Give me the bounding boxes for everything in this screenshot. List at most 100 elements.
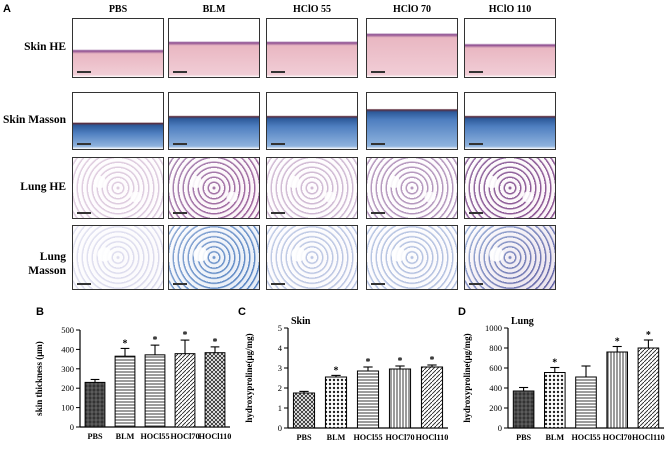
bar-hocl55 — [356, 370, 380, 429]
y-tick-label: 3 — [278, 363, 282, 373]
chart-d-lung-hydroxyproline: 0 200 400 600 800 1000 hydroxyproline(μg/mg) Lu… — [462, 316, 665, 442]
scale-bar — [173, 143, 187, 145]
scale-bar — [371, 283, 385, 285]
x-tick-label-blm: BLM — [116, 432, 135, 441]
histology-image-lung-he-pbs — [72, 157, 164, 219]
scale-bar — [371, 212, 385, 214]
column-header-hclo-55: HClO 55 — [292, 4, 332, 15]
y-tick-label: 600 — [489, 363, 502, 373]
x-tick-label-hocl55: HOCl55 — [571, 433, 600, 442]
histology-image-lung-masson-pbs — [72, 225, 164, 290]
significance-star-hocl110: * — [430, 355, 435, 366]
histology-image-lung-he-hclo-70 — [366, 157, 458, 219]
x-tick-label-hocl55: HOCl55 — [353, 433, 382, 442]
bar-hocl70 — [606, 351, 628, 429]
x-tick-label-hocl110: HOCl110 — [199, 432, 232, 441]
histology-image-skin-he-hclo-110 — [464, 18, 556, 78]
scale-bar — [173, 212, 187, 214]
histology-image-skin-masson-hclo-110 — [464, 92, 556, 150]
histology-image-lung-masson-hclo-70 — [366, 225, 458, 290]
y-tick-label: 0 — [498, 423, 502, 433]
y-tick-label: 4 — [278, 343, 283, 353]
y-tick-label: 400 — [489, 383, 502, 393]
column-header-pbs: PBS — [108, 4, 128, 15]
histology-image-skin-he-pbs — [72, 18, 164, 78]
significance-star-hocl70: * — [615, 337, 620, 348]
y-tick-label: 5 — [278, 323, 282, 333]
x-tick-label-hocl110: HOCl110 — [632, 433, 665, 442]
row-header-skin-he: Skin HE — [24, 41, 66, 53]
chart-b-skin-thickness: 0 100 200 300 400 500 skin thickness (μm) PBS * B… — [34, 325, 232, 441]
x-tick-label-pbs: PBS — [87, 432, 102, 441]
x-tick-label-blm: BLM — [545, 433, 564, 442]
y-tick-label: 200 — [489, 403, 502, 413]
scale-bar — [371, 143, 385, 145]
column-header-blm: BLM — [202, 4, 226, 15]
bar-blm — [544, 372, 566, 429]
significance-star-hocl55: * — [153, 335, 158, 346]
y-tick-label: 500 — [61, 325, 74, 335]
scale-bar — [271, 71, 285, 73]
histology-image-lung-masson-blm — [168, 225, 260, 290]
y-tick-label: 400 — [61, 344, 74, 354]
x-tick-label-hocl55: HOCl55 — [140, 432, 169, 441]
histology-image-lung-he-blm — [168, 157, 260, 219]
x-tick-label-hocl70: HOCl70 — [385, 433, 414, 442]
histology-image-skin-masson-blm — [168, 92, 260, 150]
bar-pbs — [84, 381, 106, 428]
y-tick-label: 200 — [61, 383, 74, 393]
scale-bar — [173, 283, 187, 285]
bar-hocl55 — [575, 376, 597, 429]
histology-image-skin-he-hclo-70 — [366, 18, 458, 78]
scale-bar — [469, 283, 483, 285]
column-header-hclo-110: HClO 110 — [488, 4, 532, 15]
bar-hocl110 — [637, 347, 660, 429]
bar-pbs — [512, 390, 535, 429]
bar-blm — [324, 376, 348, 429]
y-tick-label: 0 — [70, 422, 74, 432]
histology-image-lung-masson-hclo-110 — [464, 225, 556, 290]
bar-hocl110 — [420, 366, 444, 429]
significance-star-hocl55: * — [366, 357, 371, 368]
bar-hocl70 — [388, 368, 412, 429]
scale-bar — [271, 283, 285, 285]
significance-star-blm: * — [334, 365, 339, 376]
x-tick-label-blm: BLM — [327, 433, 346, 442]
histology-image-skin-masson-hclo-70 — [366, 92, 458, 150]
significance-star-blm: * — [552, 358, 557, 369]
scale-bar — [77, 212, 91, 214]
y-axis-label: hydroxyproline(μg/mg) — [462, 333, 472, 422]
histology-image-lung-he-hclo-55 — [266, 157, 358, 219]
scale-bar — [371, 71, 385, 73]
y-axis-label: skin thickness (μm) — [34, 341, 44, 416]
significance-star-blm: * — [123, 338, 128, 349]
histology-image-skin-he-hclo-55 — [266, 18, 358, 78]
bar-hocl55 — [144, 354, 166, 428]
panel-label-a: A — [3, 3, 11, 15]
y-tick-label: 0 — [278, 423, 282, 433]
significance-star-hocl70: * — [398, 356, 403, 367]
chart-title: Lung — [511, 316, 534, 327]
histology-image-skin-masson-hclo-55 — [266, 92, 358, 150]
scale-bar — [77, 283, 91, 285]
y-tick-label: 100 — [61, 403, 74, 413]
x-tick-label-hocl110: HOCl110 — [416, 433, 449, 442]
histology-image-skin-masson-pbs — [72, 92, 164, 150]
scale-bar — [77, 71, 91, 73]
scale-bar — [469, 71, 483, 73]
scale-bar — [469, 212, 483, 214]
panel-label-c: C — [238, 306, 246, 318]
scale-bar — [271, 212, 285, 214]
panel-label-d: D — [458, 306, 466, 318]
significance-star-hocl110: * — [646, 330, 651, 341]
x-tick-label-hocl70: HOCl70 — [170, 432, 199, 441]
y-tick-label: 2 — [278, 383, 282, 393]
histology-image-skin-he-blm — [168, 18, 260, 78]
panel-label-b: B — [36, 306, 44, 318]
y-tick-label: 800 — [489, 343, 502, 353]
row-header-lung-masson: Lung Masson — [28, 250, 66, 277]
x-tick-label-pbs: PBS — [296, 433, 311, 442]
scale-bar — [77, 143, 91, 145]
significance-star-hocl110: * — [213, 337, 218, 348]
x-tick-label-pbs: PBS — [516, 433, 531, 442]
